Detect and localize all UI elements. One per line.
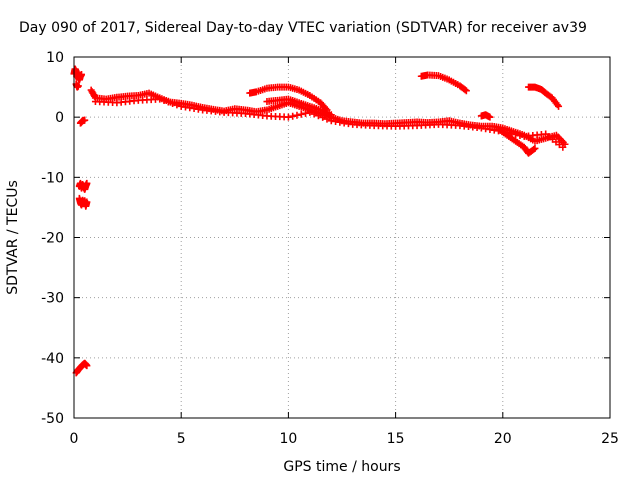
y-tick-label: -30 <box>41 291 64 307</box>
data-point <box>302 109 310 117</box>
data-point <box>314 112 322 120</box>
series-arc-21h-high <box>525 83 563 110</box>
data-point <box>486 113 494 121</box>
series-arc-early-near-zero <box>76 116 89 127</box>
y-tick-label: -50 <box>41 411 64 427</box>
y-tick-label: -40 <box>41 351 64 367</box>
data-point <box>78 70 86 78</box>
data-point <box>555 102 563 110</box>
series-arc-19h-blip <box>477 111 494 121</box>
data-point <box>327 111 335 119</box>
data-point <box>284 113 292 121</box>
data-point <box>512 130 520 138</box>
data-point <box>516 131 524 139</box>
x-tick-label: 0 <box>70 431 79 447</box>
x-tick-label: 5 <box>177 431 186 447</box>
series-arc-early-high <box>70 65 86 84</box>
data-point <box>559 143 567 151</box>
data-point <box>462 87 470 95</box>
series-arc-early-neg11 <box>75 179 91 193</box>
y-tick-label: 10 <box>46 50 64 66</box>
plot-frame <box>73 56 611 419</box>
y-tick-label: -10 <box>41 170 64 186</box>
data-point <box>156 95 164 103</box>
series-arc-16h-high <box>417 71 470 95</box>
data-point <box>319 113 327 121</box>
data-point <box>83 179 91 187</box>
series-arc-20h-sag <box>495 125 539 157</box>
points-layer <box>70 65 569 377</box>
chart-title: Day 090 of 2017, Sidereal Day-to-day VTE… <box>19 20 587 36</box>
data-point <box>169 99 177 107</box>
y-tick-label: -20 <box>41 231 64 247</box>
series-arc-10h-sub <box>263 95 335 119</box>
x-tick-label: 15 <box>387 431 405 447</box>
y-tick-label: 0 <box>55 110 64 126</box>
data-point <box>74 82 82 90</box>
data-point <box>297 110 305 118</box>
x-tick-label: 20 <box>494 431 512 447</box>
x-tick-label: 10 <box>279 431 297 447</box>
data-point <box>164 98 172 106</box>
data-point <box>83 362 91 370</box>
series-arc-early-neg42 <box>72 359 91 377</box>
data-point <box>530 145 538 153</box>
data-point <box>289 112 297 120</box>
data-point <box>461 86 469 94</box>
data-point <box>293 111 301 119</box>
data-point <box>160 97 168 105</box>
data-point <box>173 101 181 109</box>
x-tick-label: 25 <box>601 431 619 447</box>
x-axis-label: GPS time / hours <box>283 459 400 475</box>
data-point <box>83 198 91 206</box>
y-axis-label: SDTVAR / TECUs <box>5 180 21 295</box>
grid-layer <box>74 57 610 418</box>
data-point <box>306 108 314 116</box>
tick-label-layer: 0 5 10 15 20 25 -50 -40 -30 -20 -10 0 10 <box>41 50 619 447</box>
series-band-lower <box>91 95 567 151</box>
data-point <box>323 115 331 123</box>
data-point <box>81 116 89 124</box>
data-point <box>531 144 539 152</box>
series-arc-early-neg14 <box>75 194 91 210</box>
data-point <box>310 110 318 118</box>
